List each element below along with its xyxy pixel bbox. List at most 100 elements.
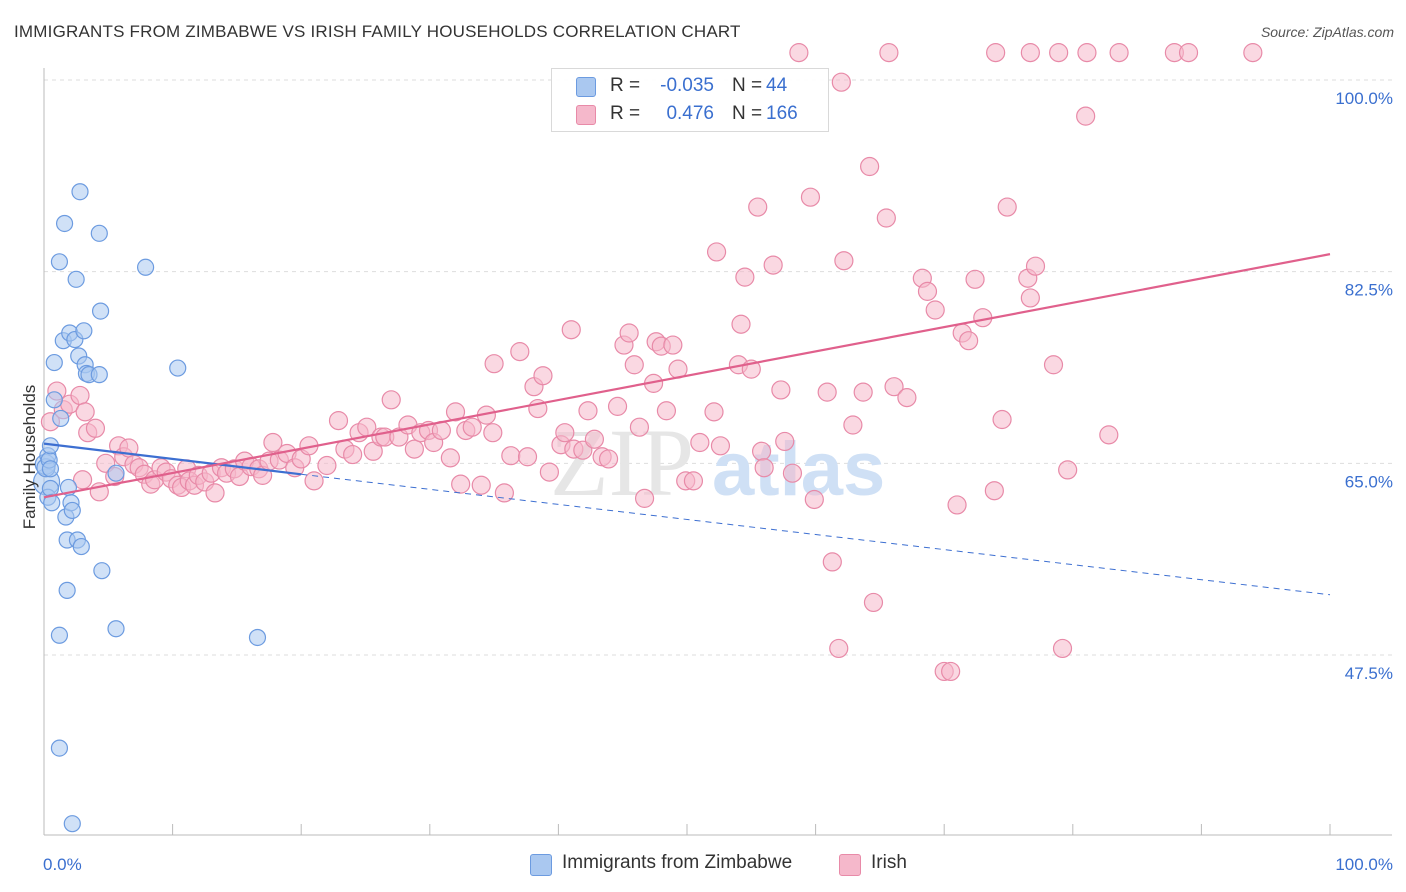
irish-point xyxy=(1049,43,1069,63)
y-tick-label: 82.5% xyxy=(1345,281,1393,300)
irish-point xyxy=(965,269,985,289)
zimbabwe-point xyxy=(72,537,90,556)
y-tick-label: 47.5% xyxy=(1345,664,1393,683)
irish-point xyxy=(959,331,979,351)
irish-point xyxy=(1076,106,1096,126)
zimbabwe-point xyxy=(91,302,110,320)
irish-point xyxy=(70,385,90,406)
irish-point xyxy=(834,251,854,271)
zimbabwe-point xyxy=(248,628,267,647)
irish-point xyxy=(1025,256,1046,276)
irish-point xyxy=(510,342,530,362)
irish-point xyxy=(754,458,774,478)
legend-n-value: 166 xyxy=(766,103,798,124)
legend-swatch-pink xyxy=(576,105,596,125)
x-tick-label-min: 0.0% xyxy=(43,855,82,874)
y-axis-label-group: Family Households xyxy=(20,385,39,530)
irish-point xyxy=(533,366,553,386)
irish-point xyxy=(1020,288,1040,308)
irish-point xyxy=(451,474,471,494)
irish-point xyxy=(831,72,851,92)
y-tick-label: 65.0% xyxy=(1345,472,1393,491)
irish-trend-line xyxy=(43,253,1331,499)
irish-point xyxy=(876,208,896,228)
irish-point xyxy=(263,432,283,453)
irish-point xyxy=(1109,43,1129,63)
irish-point xyxy=(517,447,538,467)
irish-point xyxy=(863,592,884,613)
irish-point xyxy=(619,323,639,343)
trend-layer xyxy=(43,253,1331,596)
irish-point xyxy=(853,382,873,402)
source-label: Source: ZipAtlas.com xyxy=(1260,24,1394,40)
irish-point xyxy=(829,638,849,659)
irish-point xyxy=(539,462,559,482)
legend-n-value: 44 xyxy=(766,75,788,96)
irish-point xyxy=(925,300,945,320)
irish-point xyxy=(462,417,482,437)
zimbabwe-point xyxy=(58,581,76,599)
zimbabwe-point xyxy=(93,562,111,580)
irish-point xyxy=(381,390,401,410)
irish-point xyxy=(800,187,821,207)
irish-point xyxy=(917,281,938,301)
irish-point xyxy=(1020,43,1040,63)
legend-r-value: -0.035 xyxy=(660,75,714,96)
irish-point xyxy=(804,489,824,510)
zimbabwe-point xyxy=(169,359,187,377)
irish-point xyxy=(1178,43,1199,63)
grid-layer xyxy=(44,79,1392,656)
legend-label: Immigrants from Zimbabwe xyxy=(562,852,793,873)
irish-point xyxy=(471,475,491,495)
legend-r-value: 0.476 xyxy=(666,103,714,124)
legend-swatch-pink xyxy=(839,854,861,876)
irish-point xyxy=(690,432,710,453)
irish-point xyxy=(1243,43,1263,63)
irish-point xyxy=(483,423,503,443)
irish-point xyxy=(843,415,863,435)
irish-point xyxy=(782,463,803,483)
x-tick-label-max: 100.0% xyxy=(1335,855,1393,874)
irish-point xyxy=(775,431,795,452)
irish-point xyxy=(404,439,424,459)
zimbabwe-point xyxy=(90,224,108,242)
irish-point xyxy=(1043,355,1064,375)
legend-swatch-blue xyxy=(576,77,596,97)
irish-point xyxy=(656,401,677,421)
irish-point xyxy=(947,495,967,515)
irish-point xyxy=(992,409,1012,430)
irish-point xyxy=(317,455,337,476)
zimbabwe-point xyxy=(52,409,70,428)
irish-point xyxy=(445,402,466,422)
irish-point xyxy=(763,255,783,275)
zimbabwe-trend-extension xyxy=(301,473,1331,596)
legend-row-zimbabwe: R = -0.035 N = 44 xyxy=(552,75,828,99)
zimbabwe-point xyxy=(41,460,60,478)
y-tick-label: 100.0% xyxy=(1335,89,1393,108)
legend-n-label: N = xyxy=(732,75,763,96)
irish-point xyxy=(817,382,837,402)
irish-point xyxy=(484,354,504,374)
irish-point xyxy=(731,314,751,334)
bottom-legend-irish: Irish xyxy=(839,852,939,876)
legend-r-label: R = xyxy=(610,103,641,124)
zimbabwe-point xyxy=(45,353,63,372)
irish-point xyxy=(624,355,644,375)
irish-point xyxy=(984,481,1004,501)
irish-point xyxy=(584,429,605,449)
legend-row-irish: R = 0.476 N = 166 xyxy=(552,103,828,127)
irish-point xyxy=(986,43,1006,63)
irish-point xyxy=(501,446,521,466)
irish-point xyxy=(704,402,724,422)
irish-point xyxy=(343,444,363,465)
irish-point xyxy=(897,388,917,408)
irish-point xyxy=(748,197,768,217)
irish-point xyxy=(706,242,727,262)
zimbabwe-point xyxy=(55,214,74,233)
irish-point xyxy=(1077,43,1097,63)
irish-point xyxy=(205,483,225,503)
irish-point xyxy=(85,418,106,438)
tick-label-layer: 100.0% 82.5% 65.0% 47.5% 0.0% 100.0% xyxy=(43,89,1393,874)
zimbabwe-point xyxy=(71,183,89,201)
legend-n-label: N = xyxy=(732,103,763,124)
